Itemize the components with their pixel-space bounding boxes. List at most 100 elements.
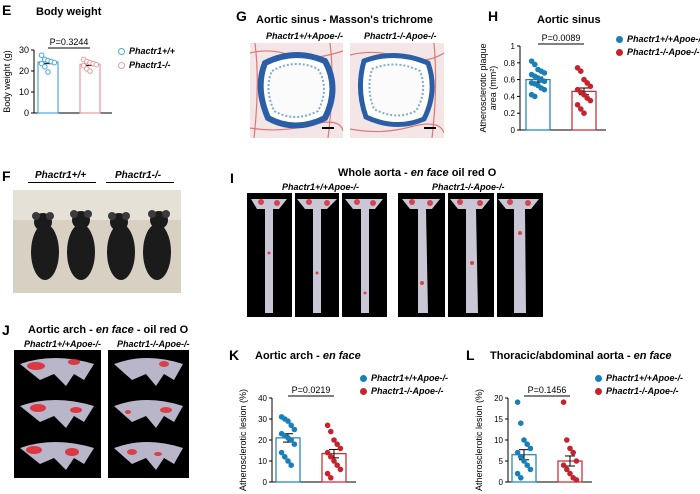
chart-e-point [93,61,100,68]
panel-g-geno-b: Phactr1-/-Apoe-/- [364,31,437,41]
chart-l-point [560,399,567,406]
panel-h-label: H [488,8,499,24]
chart-l-ylabel: Atherosclerotic lesion (%) [474,389,484,491]
chart-k-ytick-label: 40 [258,394,267,403]
chart-k-point [288,437,295,443]
chart-h-point [584,80,590,86]
chart-l-point [567,470,573,477]
chart-k-point [324,422,331,429]
panel-j-geno-a: Phactr1+/+Apoe-/- [24,339,102,349]
chart-l-pvalue: P=0.1456 [528,385,567,395]
chart-e-pvalue: P=0.3244 [50,37,89,47]
chart-h-point [581,76,587,83]
chart-l-point [524,441,531,447]
chart-h-point [574,102,581,108]
panel-i-geno-a: Phactr1+/+Apoe-/- [282,182,360,192]
chart-l-point [573,458,580,464]
legend-k-a: Phactr1+/+Apoe-/- [360,373,448,383]
chart-h-ytick-label: 1 [511,42,516,51]
chart-k-point [291,426,298,433]
whole-aorta-image-ko [398,193,543,317]
chart-l-ytick-label: 10 [494,436,503,445]
chart-k-point [337,445,344,452]
chart-l-point [564,437,570,443]
chart-h-ytick-label: 0 [511,126,516,135]
legend-e-b: Phactr1-/- [118,60,171,70]
chart-l: 0 5 10 15 20 Atherosclerotic lesion (%) P=0.14… [474,385,592,491]
chart-h-point [532,61,538,68]
panel-i-geno-b: Phactr1-/-Apoe-/- [432,182,505,192]
chart-l-point [524,462,531,468]
chart-e-ytick-label: 10 [19,87,29,97]
mice-photo [13,190,181,293]
chart-k-point [285,418,291,424]
chart-h-point [581,110,587,116]
chart-e-point [80,62,87,69]
chart-h-point [541,86,548,93]
legend-h-b: Phactr1-/-Apoe-/- [616,47,700,57]
chart-k-ylabel: Atherosclerotic lesion (%) [238,389,248,491]
chart-k-point [285,458,291,464]
chart-e: 0 10 20 30 Body weight (g) P=0.3244 [2,37,112,118]
chart-h-point [581,91,587,98]
chart-e-point [42,64,48,70]
chart-k-point [291,441,298,447]
panel-j-geno-b: Phactr1-/-Apoe-/- [117,339,190,349]
chart-l-point [521,458,527,464]
panel-f-geno-a: Phactr1+/+ [35,170,87,181]
chart-k-point [282,454,288,460]
panel-l-title: Thoracic/abdominal aorta - en face [490,350,672,362]
chart-k-point [288,422,295,429]
whole-aorta-ko-icon [402,193,539,317]
panel-i-label: I [230,170,234,186]
chart-l-ytick-label: 20 [494,394,503,403]
aortic-arch-wt-icon [20,358,94,470]
chart-k-point [328,428,334,435]
chart-h-ylabel: Atherosclerotic plaquearea (mm²) [480,43,498,132]
chart-l-point [564,466,570,473]
chart-l-point [527,445,534,452]
chart-l-point [560,462,567,468]
chart-l-point [527,466,534,473]
mice-icon [13,190,181,293]
legend-e-a: Phactr1+/+ [118,46,175,56]
chart-k-ytick-label: 10 [258,457,267,466]
whole-aorta-wt-icon [251,193,383,317]
panel-f-label: F [2,168,11,184]
chart-k-point [337,466,344,473]
chart-k-point [331,458,337,464]
chart-k-point [328,475,334,481]
chart-k-point [324,470,331,477]
chart-h-point [574,65,581,71]
aortic-arch-image-wt [14,350,101,478]
whole-aorta-image-wt [247,193,387,317]
panel-l-label: L [466,347,475,363]
chart-k-ytick-label: 20 [258,436,267,445]
chart-h-pvalue: P=0.0089 [542,33,581,43]
chart-h-point [528,58,535,64]
panel-g-title: Aortic sinus - Masson's trichrome [256,14,433,26]
chart-k-pvalue: P=0.0219 [292,385,331,395]
chart-e-ytick-label: 0 [24,108,29,118]
chart-l-ytick-label: 15 [494,415,503,424]
chart-k-point [334,462,340,468]
aortic-arch-image-ko [108,350,189,478]
panel-i-title: Whole aorta - en face oil red O [338,167,497,179]
chart-l-point [518,475,524,481]
legend-l-b: Phactr1-/-Apoe-/- [595,386,679,396]
chart-k-ytick-label: 0 [263,478,268,487]
chart-h-ytick-label: 0.6 [504,76,516,85]
chart-e-point [38,52,45,59]
chart-l-point [573,477,580,483]
legend-h-a: Phactr1+/+Apoe-/- [616,34,700,44]
chart-e-ylabel: Body weight (g) [2,50,12,113]
chart-k-point [324,449,331,456]
legend-l-a: Phactr1+/+Apoe-/- [595,373,683,383]
chart-l-point [567,445,573,452]
chart-e-point [87,68,93,74]
chart-l-point [514,470,521,477]
chart-h-point [578,68,584,75]
chart-l-point [518,420,524,427]
chart-k: 0 10 20 30 40 Atherosclerotic lesion (%) P=0.0… [238,385,356,491]
panel-k-label: K [229,347,240,363]
